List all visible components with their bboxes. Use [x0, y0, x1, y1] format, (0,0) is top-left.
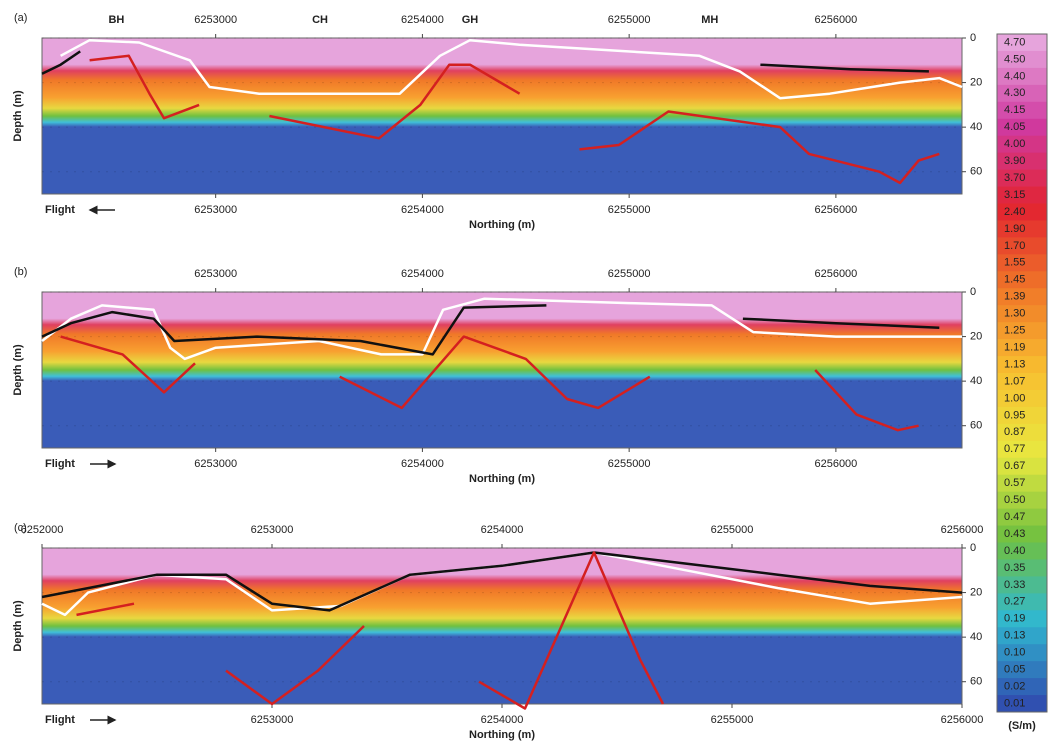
colorbar-label: 0.77 [1004, 443, 1025, 455]
y-axis-label: Depth (m) [12, 344, 24, 396]
panel-label: (a) [14, 12, 27, 24]
section-background [42, 292, 962, 448]
x-tick-label: 6254000 [401, 204, 444, 216]
y-tick-label: 20 [970, 76, 982, 88]
colorbar-label: 3.70 [1004, 172, 1025, 184]
colorbar-label: 0.35 [1004, 562, 1025, 574]
colorbar-unit: (S/m) [1008, 720, 1036, 732]
flight-label: Flight [45, 458, 75, 470]
x2-tick-label: 6254000 [401, 268, 444, 280]
x-tick-label: 6254000 [401, 458, 444, 470]
colorbar-label: 0.05 [1004, 664, 1025, 676]
flight-label: Flight [45, 204, 75, 216]
flight-label: Flight [45, 714, 75, 726]
colorbar-label: 2.40 [1004, 206, 1025, 218]
colorbar-label: 4.70 [1004, 36, 1025, 48]
colorbar-label: 0.33 [1004, 579, 1025, 591]
colorbar-label: 1.00 [1004, 392, 1025, 404]
colorbar-label: 0.27 [1004, 596, 1025, 608]
site-label: CH [312, 14, 328, 26]
x2-tick-label: 6253000 [194, 268, 237, 280]
x-tick-label: 6256000 [941, 714, 984, 726]
colorbar-label: 1.45 [1004, 274, 1025, 286]
colorbar-label: 1.70 [1004, 240, 1025, 252]
colorbar-label: 0.95 [1004, 409, 1025, 421]
x-tick-label: 6253000 [251, 714, 294, 726]
x-tick-label: 6256000 [814, 458, 857, 470]
y-tick-label: 60 [970, 166, 982, 178]
x2-tick-label: 6256000 [814, 268, 857, 280]
x2-tick-label: 6254000 [481, 524, 524, 536]
colorbar-label: 0.47 [1004, 511, 1025, 523]
colorbar-label: 0.43 [1004, 528, 1025, 540]
x-tick-label: 6255000 [608, 204, 651, 216]
x2-tick-label: 6255000 [711, 524, 754, 536]
colorbar-label: 0.57 [1004, 477, 1025, 489]
x2-tick-label: 6252000 [21, 524, 64, 536]
figure: (a) Depth (m) 0 20 40 60 6253000 6254000 6255000… [0, 0, 1051, 746]
colorbar-label: 1.30 [1004, 308, 1025, 320]
colorbar-label: 1.19 [1004, 341, 1025, 353]
colorbar-label: 4.50 [1004, 53, 1025, 65]
y-tick-label: 40 [970, 631, 982, 643]
site-label: BH [108, 14, 124, 26]
colorbar-label: 4.30 [1004, 87, 1025, 99]
x2-tick-label: 6255000 [608, 14, 651, 26]
y-tick-label: 20 [970, 586, 982, 598]
x-axis-label: Northing (m) [469, 219, 535, 231]
colorbar-label: 1.07 [1004, 375, 1025, 387]
y-axis-label: Depth (m) [12, 600, 24, 652]
y-tick-label: 40 [970, 121, 982, 133]
x-tick-label: 6256000 [814, 204, 857, 216]
colorbar-label: 4.05 [1004, 121, 1025, 133]
site-label: MH [701, 14, 718, 26]
colorbar-label: 0.87 [1004, 426, 1025, 438]
x2-tick-label: 6255000 [608, 268, 651, 280]
y-tick-label: 60 [970, 676, 982, 688]
x2-tick-label: 6253000 [251, 524, 294, 536]
x-axis-label: Northing (m) [469, 729, 535, 741]
colorbar-label: 0.67 [1004, 460, 1025, 472]
colorbar-label: 4.00 [1004, 138, 1025, 150]
colorbar-label: 1.13 [1004, 358, 1025, 370]
x2-tick-label: 6254000 [401, 14, 444, 26]
x-tick-label: 6255000 [608, 458, 651, 470]
colorbar-label: 0.02 [1004, 680, 1025, 692]
x2-tick-label: 6256000 [941, 524, 984, 536]
colorbar-label: 0.10 [1004, 647, 1025, 659]
panel-label: (b) [14, 266, 27, 278]
colorbar-label: 4.40 [1004, 70, 1025, 82]
colorbar-label: 1.25 [1004, 325, 1025, 337]
colorbar-label: 3.15 [1004, 189, 1025, 201]
y-tick-label: 40 [970, 375, 982, 387]
y-tick-label: 0 [970, 542, 976, 554]
x-axis-label: Northing (m) [469, 473, 535, 485]
x-tick-label: 6253000 [194, 458, 237, 470]
x-tick-label: 6253000 [194, 204, 237, 216]
section-background [42, 548, 962, 704]
colorbar-label: 3.90 [1004, 155, 1025, 167]
colorbar-label: 0.50 [1004, 494, 1025, 506]
colorbar-label: 0.19 [1004, 613, 1025, 625]
site-label: GH [462, 14, 479, 26]
colorbar-label: 4.15 [1004, 104, 1025, 116]
y-tick-label: 0 [970, 32, 976, 44]
y-tick-label: 20 [970, 330, 982, 342]
section-background [42, 38, 962, 194]
colorbar-label: 1.39 [1004, 291, 1025, 303]
colorbar-label: 0.01 [1004, 697, 1025, 709]
x-tick-label: 6255000 [711, 714, 754, 726]
colorbar-label: 0.13 [1004, 630, 1025, 642]
y-tick-label: 0 [970, 286, 976, 298]
y-axis-label: Depth (m) [12, 90, 24, 142]
y-tick-label: 60 [970, 420, 982, 432]
colorbar-label: 1.55 [1004, 257, 1025, 269]
x-tick-label: 6254000 [481, 714, 524, 726]
colorbar-label: 0.40 [1004, 545, 1025, 557]
x2-tick-label: 6253000 [194, 14, 237, 26]
x2-tick-label: 6256000 [814, 14, 857, 26]
colorbar-label: 1.90 [1004, 223, 1025, 235]
